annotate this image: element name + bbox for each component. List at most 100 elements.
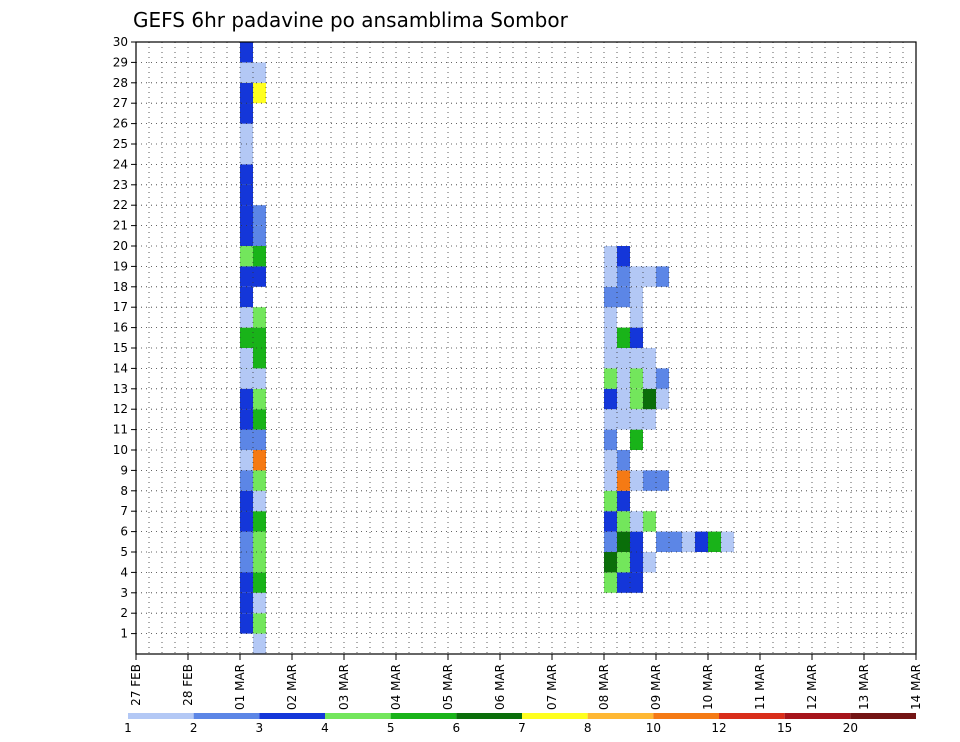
y-tick-label: 4 [120,565,128,579]
precip-cell [643,409,656,430]
precip-cell [240,225,253,246]
precip-cell [656,368,669,389]
precip-cell [240,307,253,328]
precip-cell [240,123,253,144]
y-tick-label: 3 [120,586,128,600]
x-tick-label: 14 MAR [909,664,923,710]
y-tick-label: 29 [113,55,128,69]
colorbar-swatch [784,713,851,719]
precip-cell [617,450,630,471]
precip-cell [604,531,617,552]
precip-cell [721,531,734,552]
y-tick-label: 18 [113,280,128,294]
precip-cell [682,531,695,552]
precip-cell [617,470,630,491]
y-tick-label: 5 [120,545,128,559]
precip-cell [669,531,682,552]
precip-cell [617,572,630,593]
y-tick-label: 10 [113,443,128,457]
x-tick-label: 09 MAR [649,664,663,710]
y-tick-label: 7 [120,504,128,518]
precip-cell [604,246,617,267]
precip-cell [253,62,266,83]
precip-cell [240,184,253,206]
precip-cell [240,511,253,532]
precip-cell [253,246,266,267]
precip-cell [240,470,253,491]
y-tick-label: 1 [120,627,128,641]
precip-cell [617,368,630,389]
precip-cell [617,348,630,369]
precip-cell [604,450,617,471]
colorbar-swatch [390,713,457,719]
colorbar-label: 2 [190,721,198,735]
x-axis: 27 FEB 28 FEB 01 MAR 02 MAR 03 MAR 04 MAR 05 M… [129,654,923,710]
precip-cell [617,511,630,532]
precip-cell [643,388,656,410]
precip-cell [253,470,266,491]
y-tick-label: 28 [113,76,128,90]
y-tick-label: 24 [113,157,128,171]
precip-cell [253,572,266,593]
precip-cell [604,409,617,430]
colorbar: 1 2 3 4 5 6 7 8 10 12 15 20 [124,713,916,735]
x-tick-label: 28 FEB [181,664,195,706]
precip-cell [253,388,266,410]
precip-cell [656,266,669,287]
x-tick-label: 07 MAR [545,664,559,710]
precip-cell [604,286,617,308]
precip-cell [630,531,643,552]
precip-cell [604,388,617,410]
precip-cell [630,286,643,308]
y-tick-label: 22 [113,198,128,212]
precip-cell [604,266,617,287]
precip-cell [643,470,656,491]
colorbar-swatch [850,713,916,719]
precip-cell [240,246,253,267]
precip-cell [630,552,643,573]
y-tick-label: 30 [113,35,128,49]
precip-cell [617,531,630,552]
precip-cell [240,490,253,512]
precip-cell [617,327,630,348]
y-tick-label: 15 [113,341,128,355]
precip-cell [240,82,253,104]
y-tick-label: 6 [120,525,128,539]
y-tick-label: 25 [113,137,128,151]
x-tick-label: 11 MAR [753,664,767,710]
precip-cell [253,429,266,450]
precip-cell [630,470,643,491]
y-tick-label: 27 [113,96,128,110]
precip-cell [643,266,656,287]
x-tick-label: 12 MAR [805,664,819,710]
y-tick-label: 8 [120,484,128,498]
x-tick-label: 06 MAR [493,664,507,710]
precip-cell [240,368,253,389]
precip-cell [604,470,617,491]
colorbar-swatch [259,713,325,719]
y-tick-label: 13 [113,382,128,396]
precip-cell [253,633,266,654]
precip-cell [604,327,617,348]
precip-cell [695,531,708,552]
colorbar-label: 7 [518,721,526,735]
precip-cell [253,82,266,104]
precip-cell [604,368,617,389]
precip-cell [630,266,643,287]
grid-lines [136,41,916,654]
precip-cell [643,348,656,369]
precip-cell [617,409,630,430]
precip-cell [630,388,643,410]
colorbar-label: 20 [843,721,858,735]
precip-cell [240,103,253,124]
y-tick-label: 21 [113,219,128,233]
colorbar-label: 4 [321,721,329,735]
colorbar-label: 8 [584,721,592,735]
y-tick-label: 2 [120,606,128,620]
precip-cell [240,62,253,83]
data-cells [240,42,734,654]
precip-cell [643,511,656,532]
y-axis: 1234567891011121314151617181920212223242… [113,35,136,641]
colorbar-swatch [193,713,260,719]
